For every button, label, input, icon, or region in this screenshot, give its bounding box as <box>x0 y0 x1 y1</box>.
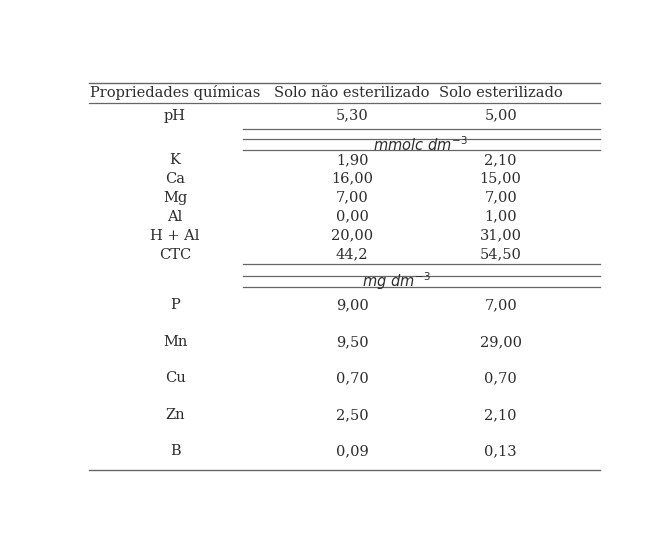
Text: 1,90: 1,90 <box>336 153 368 167</box>
Text: Al: Al <box>167 210 183 224</box>
Text: 0,00: 0,00 <box>336 210 369 224</box>
Text: 29,00: 29,00 <box>480 335 521 349</box>
Text: 5,00: 5,00 <box>485 109 517 123</box>
Text: 2,50: 2,50 <box>336 408 368 422</box>
Text: K: K <box>169 153 181 167</box>
Text: 7,00: 7,00 <box>485 191 517 205</box>
Text: 9,00: 9,00 <box>336 298 368 312</box>
Text: Solo esterilizado: Solo esterilizado <box>439 86 562 100</box>
Text: $\mathit{mmolc\ dm^{-3}}$: $\mathit{mmolc\ dm^{-3}}$ <box>372 136 467 154</box>
Text: P: P <box>170 298 180 312</box>
Text: Propriedades químicas: Propriedades químicas <box>90 86 260 101</box>
Text: 0,09: 0,09 <box>336 444 368 458</box>
Text: 0,13: 0,13 <box>485 444 517 458</box>
Text: 20,00: 20,00 <box>331 229 373 243</box>
Text: Cu: Cu <box>165 371 185 385</box>
Text: Zn: Zn <box>165 408 185 422</box>
Text: Mn: Mn <box>163 335 187 349</box>
Text: 15,00: 15,00 <box>480 172 521 186</box>
Text: 9,50: 9,50 <box>336 335 368 349</box>
Text: CTC: CTC <box>159 247 192 262</box>
Text: 54,50: 54,50 <box>480 247 521 262</box>
Text: 2,10: 2,10 <box>485 153 517 167</box>
Text: 5,30: 5,30 <box>336 109 368 123</box>
Text: 7,00: 7,00 <box>485 298 517 312</box>
Text: 1,00: 1,00 <box>485 210 517 224</box>
Text: Ca: Ca <box>165 172 185 186</box>
Text: 7,00: 7,00 <box>336 191 368 205</box>
Text: H + Al: H + Al <box>151 229 200 243</box>
Text: 0,70: 0,70 <box>336 371 368 385</box>
Text: 2,10: 2,10 <box>485 408 517 422</box>
Text: B: B <box>170 444 181 458</box>
Text: Solo não esterilizado: Solo não esterilizado <box>274 86 430 100</box>
Text: 31,00: 31,00 <box>480 229 521 243</box>
Text: pH: pH <box>164 109 186 123</box>
Text: 44,2: 44,2 <box>336 247 368 262</box>
Text: Mg: Mg <box>163 191 187 205</box>
Text: 0,70: 0,70 <box>485 371 517 385</box>
Text: 16,00: 16,00 <box>331 172 373 186</box>
Text: $\mathit{mg\ dm^{-3}}$: $\mathit{mg\ dm^{-3}}$ <box>362 271 431 292</box>
